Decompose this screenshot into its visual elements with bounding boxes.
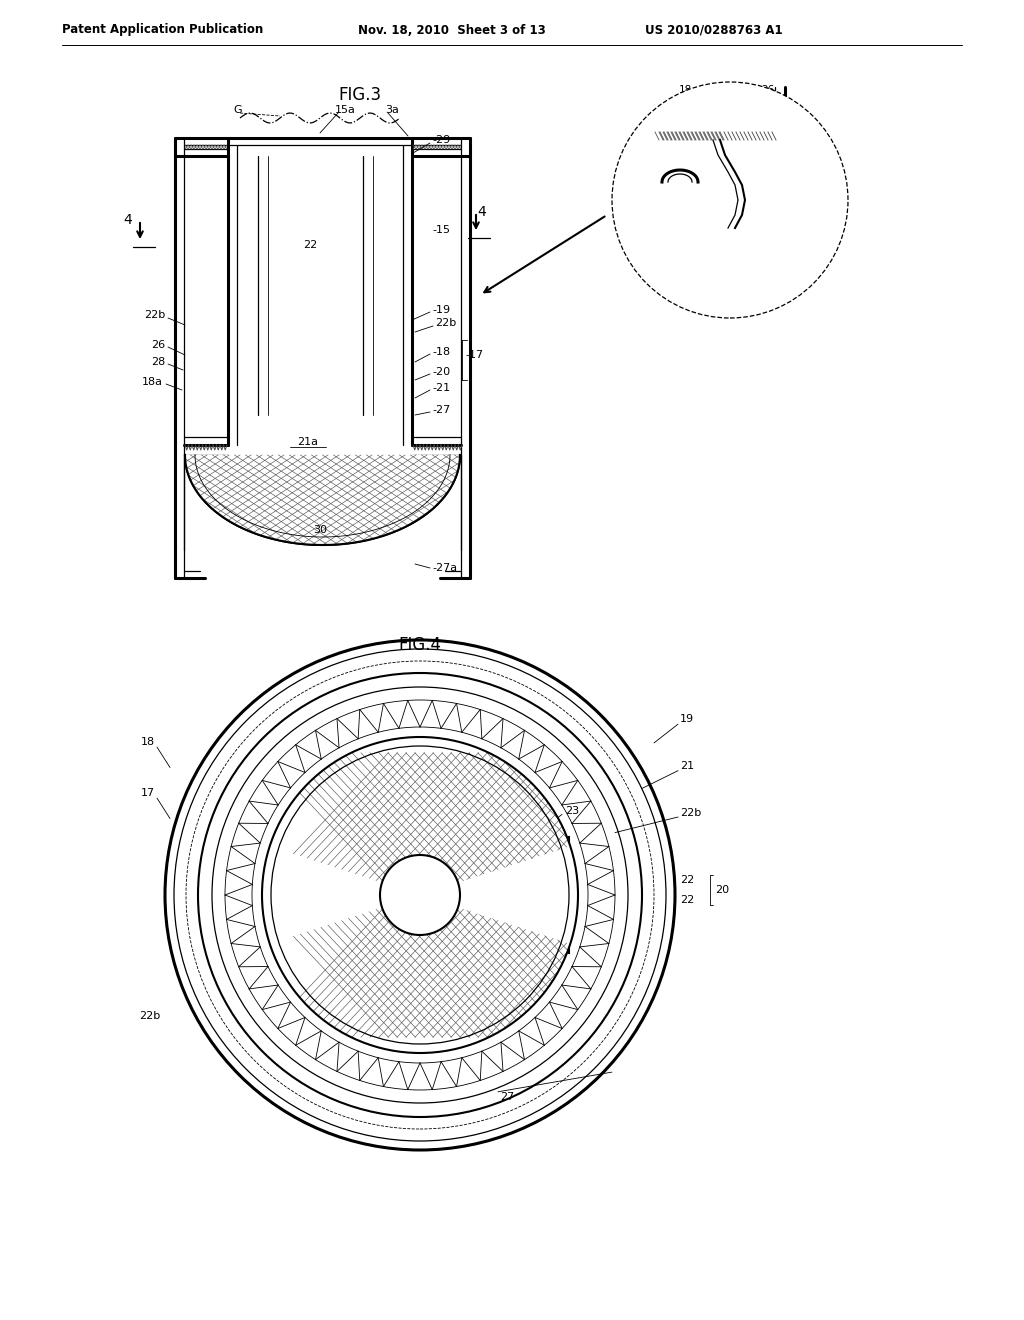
Text: 26: 26	[762, 84, 774, 95]
Text: 22: 22	[680, 895, 694, 906]
Text: 25: 25	[413, 890, 427, 900]
Text: -19: -19	[432, 305, 451, 315]
Text: 23: 23	[500, 974, 514, 983]
Text: 26: 26	[151, 341, 165, 350]
Text: 24: 24	[324, 767, 338, 777]
Text: 21: 21	[658, 216, 672, 227]
Text: 15a: 15a	[335, 106, 356, 115]
Circle shape	[262, 737, 578, 1053]
Text: -18: -18	[432, 347, 451, 356]
Circle shape	[612, 82, 848, 318]
Text: Patent Application Publication: Patent Application Publication	[62, 24, 263, 37]
Text: 18: 18	[678, 84, 691, 95]
Circle shape	[380, 855, 460, 935]
Text: 15: 15	[435, 747, 449, 758]
Text: 27: 27	[500, 1092, 514, 1102]
Text: 22: 22	[680, 875, 694, 884]
Text: 21: 21	[680, 762, 694, 771]
Text: -29: -29	[432, 135, 451, 145]
Text: -27: -27	[432, 405, 451, 414]
Text: 20: 20	[715, 884, 729, 895]
Text: -21: -21	[432, 383, 451, 393]
Text: 3a: 3a	[385, 106, 399, 115]
Text: Nov. 18, 2010  Sheet 3 of 13: Nov. 18, 2010 Sheet 3 of 13	[358, 24, 546, 37]
Text: 22b: 22b	[138, 1011, 160, 1020]
Text: 23: 23	[565, 807, 580, 816]
Text: 22a: 22a	[294, 932, 315, 942]
Text: FIG.4: FIG.4	[398, 636, 441, 653]
Text: 30: 30	[313, 525, 327, 535]
Text: 18a: 18a	[765, 223, 784, 234]
Text: 18: 18	[141, 737, 155, 747]
Text: 4: 4	[477, 205, 485, 219]
Text: US 2010/0288763 A1: US 2010/0288763 A1	[645, 24, 782, 37]
Text: 19: 19	[680, 714, 694, 725]
Text: 21a: 21a	[298, 437, 318, 447]
Text: -17: -17	[465, 350, 483, 360]
Text: 22b: 22b	[435, 318, 457, 327]
Text: 28: 28	[151, 356, 165, 367]
Polygon shape	[185, 455, 460, 545]
Text: 17: 17	[141, 788, 155, 799]
Text: 24: 24	[381, 1012, 395, 1023]
Text: 4: 4	[124, 213, 132, 227]
Text: 27: 27	[740, 257, 754, 267]
Text: 22b: 22b	[680, 808, 701, 818]
Text: -20: -20	[432, 367, 451, 378]
Text: -27a: -27a	[432, 564, 457, 573]
Text: 22a: 22a	[294, 847, 315, 858]
Text: FIG.3: FIG.3	[339, 86, 382, 104]
Text: 22: 22	[303, 240, 317, 249]
Text: G: G	[233, 106, 242, 115]
Text: 22b: 22b	[143, 310, 165, 319]
Text: 28: 28	[782, 177, 796, 187]
Text: -15: -15	[432, 224, 450, 235]
Text: 18a: 18a	[142, 378, 163, 387]
